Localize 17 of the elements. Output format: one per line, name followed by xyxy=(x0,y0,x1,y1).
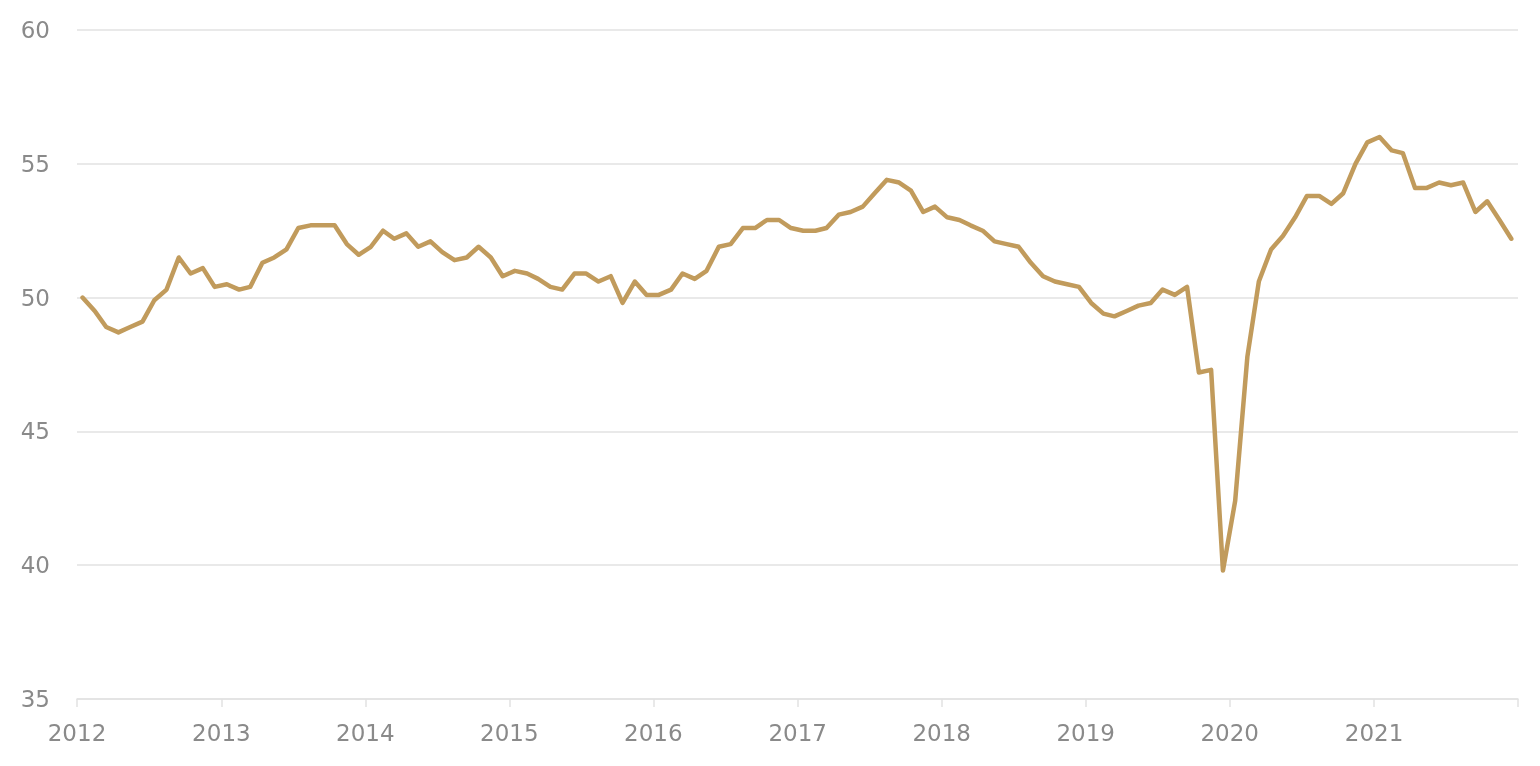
y-tick-label: 40 xyxy=(20,552,50,579)
x-tick-label: 2020 xyxy=(1200,719,1259,746)
y-tick-label: 60 xyxy=(20,17,50,43)
y-tick-label: 35 xyxy=(20,686,50,712)
x-tick-label: 2015 xyxy=(480,719,539,746)
y-tick-label: 45 xyxy=(20,418,50,445)
x-tick-label: 2012 xyxy=(47,719,107,746)
line-series xyxy=(80,134,1514,573)
x-tick-label: 2019 xyxy=(1056,719,1115,746)
x-tick-label: 2014 xyxy=(336,719,395,746)
x-tick-label: 2018 xyxy=(912,719,971,746)
x-tick-label: 2021 xyxy=(1344,719,1404,746)
x-tick-label: 2013 xyxy=(192,719,251,746)
y-tick-label: 50 xyxy=(20,284,50,311)
x-tick-label: 2016 xyxy=(624,719,683,746)
y-tick-label: 55 xyxy=(20,150,50,177)
x-tick-label: 2017 xyxy=(768,719,827,746)
